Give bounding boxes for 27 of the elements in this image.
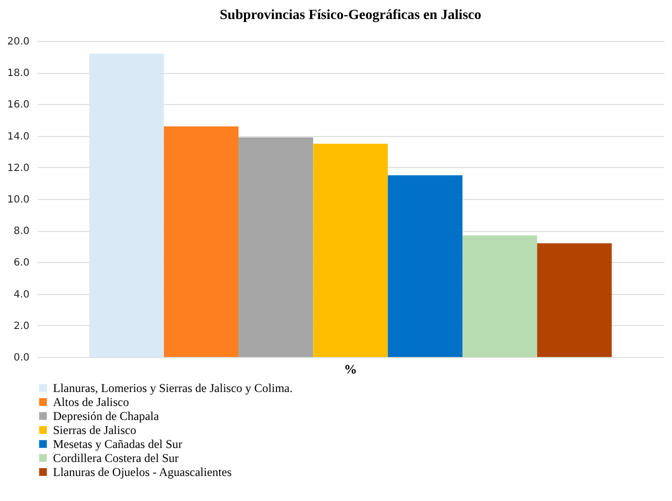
y-tick-label: 2.0 xyxy=(14,320,30,332)
legend-label: Cordillera Costera del Sur xyxy=(53,451,179,465)
bar xyxy=(89,54,164,357)
y-tick-label: 20.0 xyxy=(7,36,30,48)
legend-label: Altos de Jalisco xyxy=(53,395,129,409)
y-tick-label: 0.0 xyxy=(14,352,30,364)
y-tick-label: 16.0 xyxy=(7,100,30,111)
bar xyxy=(537,243,612,357)
bar xyxy=(462,235,538,357)
chart-title: Subprovincias Físico-Geográficas en Jalisco xyxy=(220,8,482,23)
y-tick-label: 18.0 xyxy=(7,68,30,80)
y-tick-label: 12.0 xyxy=(7,162,30,174)
bar xyxy=(164,126,239,357)
legend-label: Llanuras de Ojuelos - Aguascalientes xyxy=(53,465,232,479)
legend-label: Sierras de Jalisco xyxy=(53,423,136,437)
x-tick-label: % xyxy=(344,362,357,376)
legend-label: Depresión de Chapala xyxy=(53,409,160,423)
legend-label: Llanuras, Lomerios y Sierras de Jalisco y Colima. xyxy=(53,381,293,395)
bar xyxy=(313,144,388,357)
y-tick-label: 8.0 xyxy=(14,226,30,238)
y-tick-label: 6.0 xyxy=(14,258,30,269)
y-tick-label: 4.0 xyxy=(14,289,30,300)
y-tick-label: 10.0 xyxy=(7,194,30,206)
bar xyxy=(238,137,314,357)
legend-label: Mesetas y Cañadas del Sur xyxy=(53,437,182,451)
y-tick-label: 14.0 xyxy=(7,131,30,142)
bar xyxy=(388,175,462,357)
